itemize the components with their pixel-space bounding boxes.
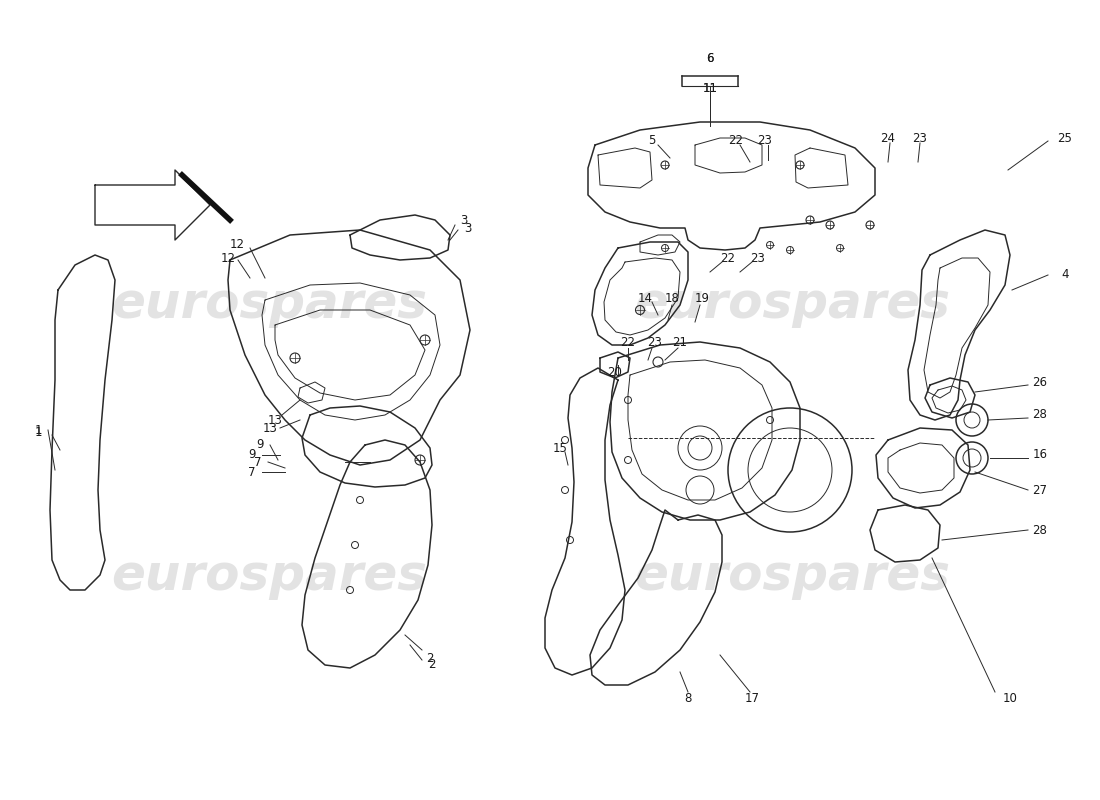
Text: 16: 16 <box>1033 449 1047 462</box>
Text: 15: 15 <box>552 442 568 454</box>
Text: 13: 13 <box>263 422 277 434</box>
Text: 11: 11 <box>703 82 717 94</box>
Text: 14: 14 <box>638 291 652 305</box>
Text: eurospares: eurospares <box>634 552 950 600</box>
Text: 23: 23 <box>913 131 927 145</box>
Text: 4: 4 <box>1062 269 1069 282</box>
Text: 13: 13 <box>267 414 283 426</box>
Text: 28: 28 <box>1033 523 1047 537</box>
Text: 9: 9 <box>249 449 255 462</box>
Text: 1: 1 <box>34 423 42 437</box>
Text: 12: 12 <box>220 251 235 265</box>
Text: 10: 10 <box>1002 691 1018 705</box>
Text: 5: 5 <box>648 134 656 146</box>
Text: 12: 12 <box>230 238 244 251</box>
Text: 21: 21 <box>672 335 688 349</box>
Text: 7: 7 <box>254 455 262 469</box>
Text: 2: 2 <box>427 651 433 665</box>
Text: 11: 11 <box>703 82 717 94</box>
Text: 22: 22 <box>728 134 744 146</box>
Text: 25: 25 <box>1057 131 1072 145</box>
Text: 23: 23 <box>648 335 662 349</box>
Text: 6: 6 <box>706 51 714 65</box>
Text: 23: 23 <box>758 134 772 146</box>
Text: 3: 3 <box>460 214 467 226</box>
Text: 2: 2 <box>428 658 436 671</box>
Text: 18: 18 <box>664 291 680 305</box>
Text: eurospares: eurospares <box>111 280 428 328</box>
Text: 8: 8 <box>684 691 692 705</box>
Text: 23: 23 <box>750 251 766 265</box>
Text: 1: 1 <box>34 426 42 438</box>
Text: eurospares: eurospares <box>634 280 950 328</box>
Text: 19: 19 <box>694 291 710 305</box>
Text: 22: 22 <box>620 335 636 349</box>
Text: eurospares: eurospares <box>111 552 428 600</box>
Text: 26: 26 <box>1033 375 1047 389</box>
Text: 17: 17 <box>745 691 759 705</box>
Text: 6: 6 <box>706 51 714 65</box>
Text: 7: 7 <box>249 466 255 478</box>
Text: 24: 24 <box>880 131 895 145</box>
Text: 9: 9 <box>256 438 264 451</box>
Text: 20: 20 <box>607 366 623 378</box>
Text: 27: 27 <box>1033 483 1047 497</box>
Text: 22: 22 <box>720 251 736 265</box>
Text: 3: 3 <box>464 222 472 234</box>
Text: 28: 28 <box>1033 409 1047 422</box>
